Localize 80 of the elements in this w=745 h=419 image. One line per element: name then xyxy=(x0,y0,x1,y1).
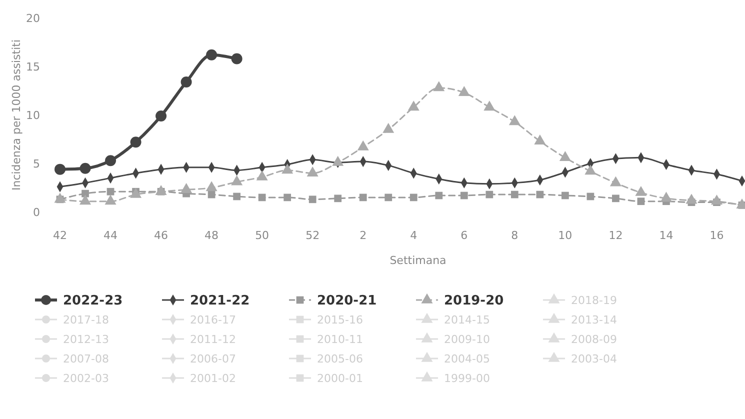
x-tick-label: 14 xyxy=(659,229,674,242)
point xyxy=(610,176,622,186)
point xyxy=(306,166,318,177)
point xyxy=(637,198,645,206)
point xyxy=(612,194,620,202)
point xyxy=(635,186,647,196)
point xyxy=(536,190,544,198)
point xyxy=(106,188,114,196)
point xyxy=(130,188,142,198)
point xyxy=(384,194,392,202)
point xyxy=(586,192,594,200)
point xyxy=(408,100,420,111)
point xyxy=(359,194,367,202)
point xyxy=(458,86,470,96)
point xyxy=(54,164,66,175)
point xyxy=(180,76,192,88)
point xyxy=(105,155,116,166)
point xyxy=(334,194,342,202)
point xyxy=(508,115,520,126)
x-tick-label: 4 xyxy=(410,229,418,242)
point xyxy=(208,190,216,198)
point xyxy=(231,175,243,186)
y-tick-label: 20 xyxy=(26,12,40,25)
point xyxy=(130,136,142,148)
y-tick-label: 10 xyxy=(26,108,40,122)
point xyxy=(584,164,596,175)
point xyxy=(180,183,192,194)
x-tick-label: 6 xyxy=(460,229,468,242)
point xyxy=(82,190,89,198)
point xyxy=(233,192,241,200)
legend-label: 2020-21 xyxy=(317,294,377,309)
point xyxy=(206,49,218,60)
point xyxy=(79,194,92,205)
point xyxy=(710,194,723,205)
point xyxy=(258,194,266,202)
point xyxy=(282,164,294,174)
point xyxy=(686,194,698,204)
x-axis-title: Settimana xyxy=(390,254,446,267)
point xyxy=(484,100,496,111)
point xyxy=(460,192,468,200)
legend-label: 2019-20 xyxy=(444,294,504,309)
legend-label: 2022-23 xyxy=(63,294,123,309)
x-tick-label: 12 xyxy=(608,229,623,242)
point xyxy=(382,122,394,133)
point xyxy=(433,81,445,92)
point xyxy=(206,181,218,192)
x-tick-label: 16 xyxy=(710,229,724,242)
point xyxy=(156,110,167,122)
point xyxy=(486,190,494,198)
point xyxy=(54,192,66,203)
point xyxy=(660,192,672,202)
point xyxy=(534,134,546,145)
x-tick-label: 48 xyxy=(204,229,219,242)
point xyxy=(284,194,292,202)
point xyxy=(104,194,116,205)
x-tick-label: 46 xyxy=(154,229,168,242)
point xyxy=(561,192,569,200)
point xyxy=(410,194,418,202)
x-tick-label: 2 xyxy=(360,229,367,242)
x-tick-label: 10 xyxy=(558,229,572,242)
point xyxy=(357,140,369,150)
point xyxy=(256,170,268,180)
x-tick-label: 52 xyxy=(306,229,320,242)
y-tick-label: 15 xyxy=(26,60,40,74)
point xyxy=(435,192,443,200)
x-tick-label: 44 xyxy=(104,229,118,242)
point xyxy=(155,184,167,195)
legend-label: 2021-22 xyxy=(190,294,250,309)
point xyxy=(231,53,242,64)
point xyxy=(80,162,91,174)
y-tick-label: 5 xyxy=(33,157,40,170)
point xyxy=(559,151,571,162)
point xyxy=(510,190,518,198)
x-tick-label: 8 xyxy=(511,229,518,242)
point xyxy=(308,196,316,204)
y-axis-title: Incidenza per 1000 assistiti xyxy=(10,39,23,191)
point xyxy=(332,156,344,166)
x-tick-label: 42 xyxy=(53,229,67,242)
y-tick-label: 0 xyxy=(33,206,40,219)
x-tick-label: 50 xyxy=(255,229,270,242)
